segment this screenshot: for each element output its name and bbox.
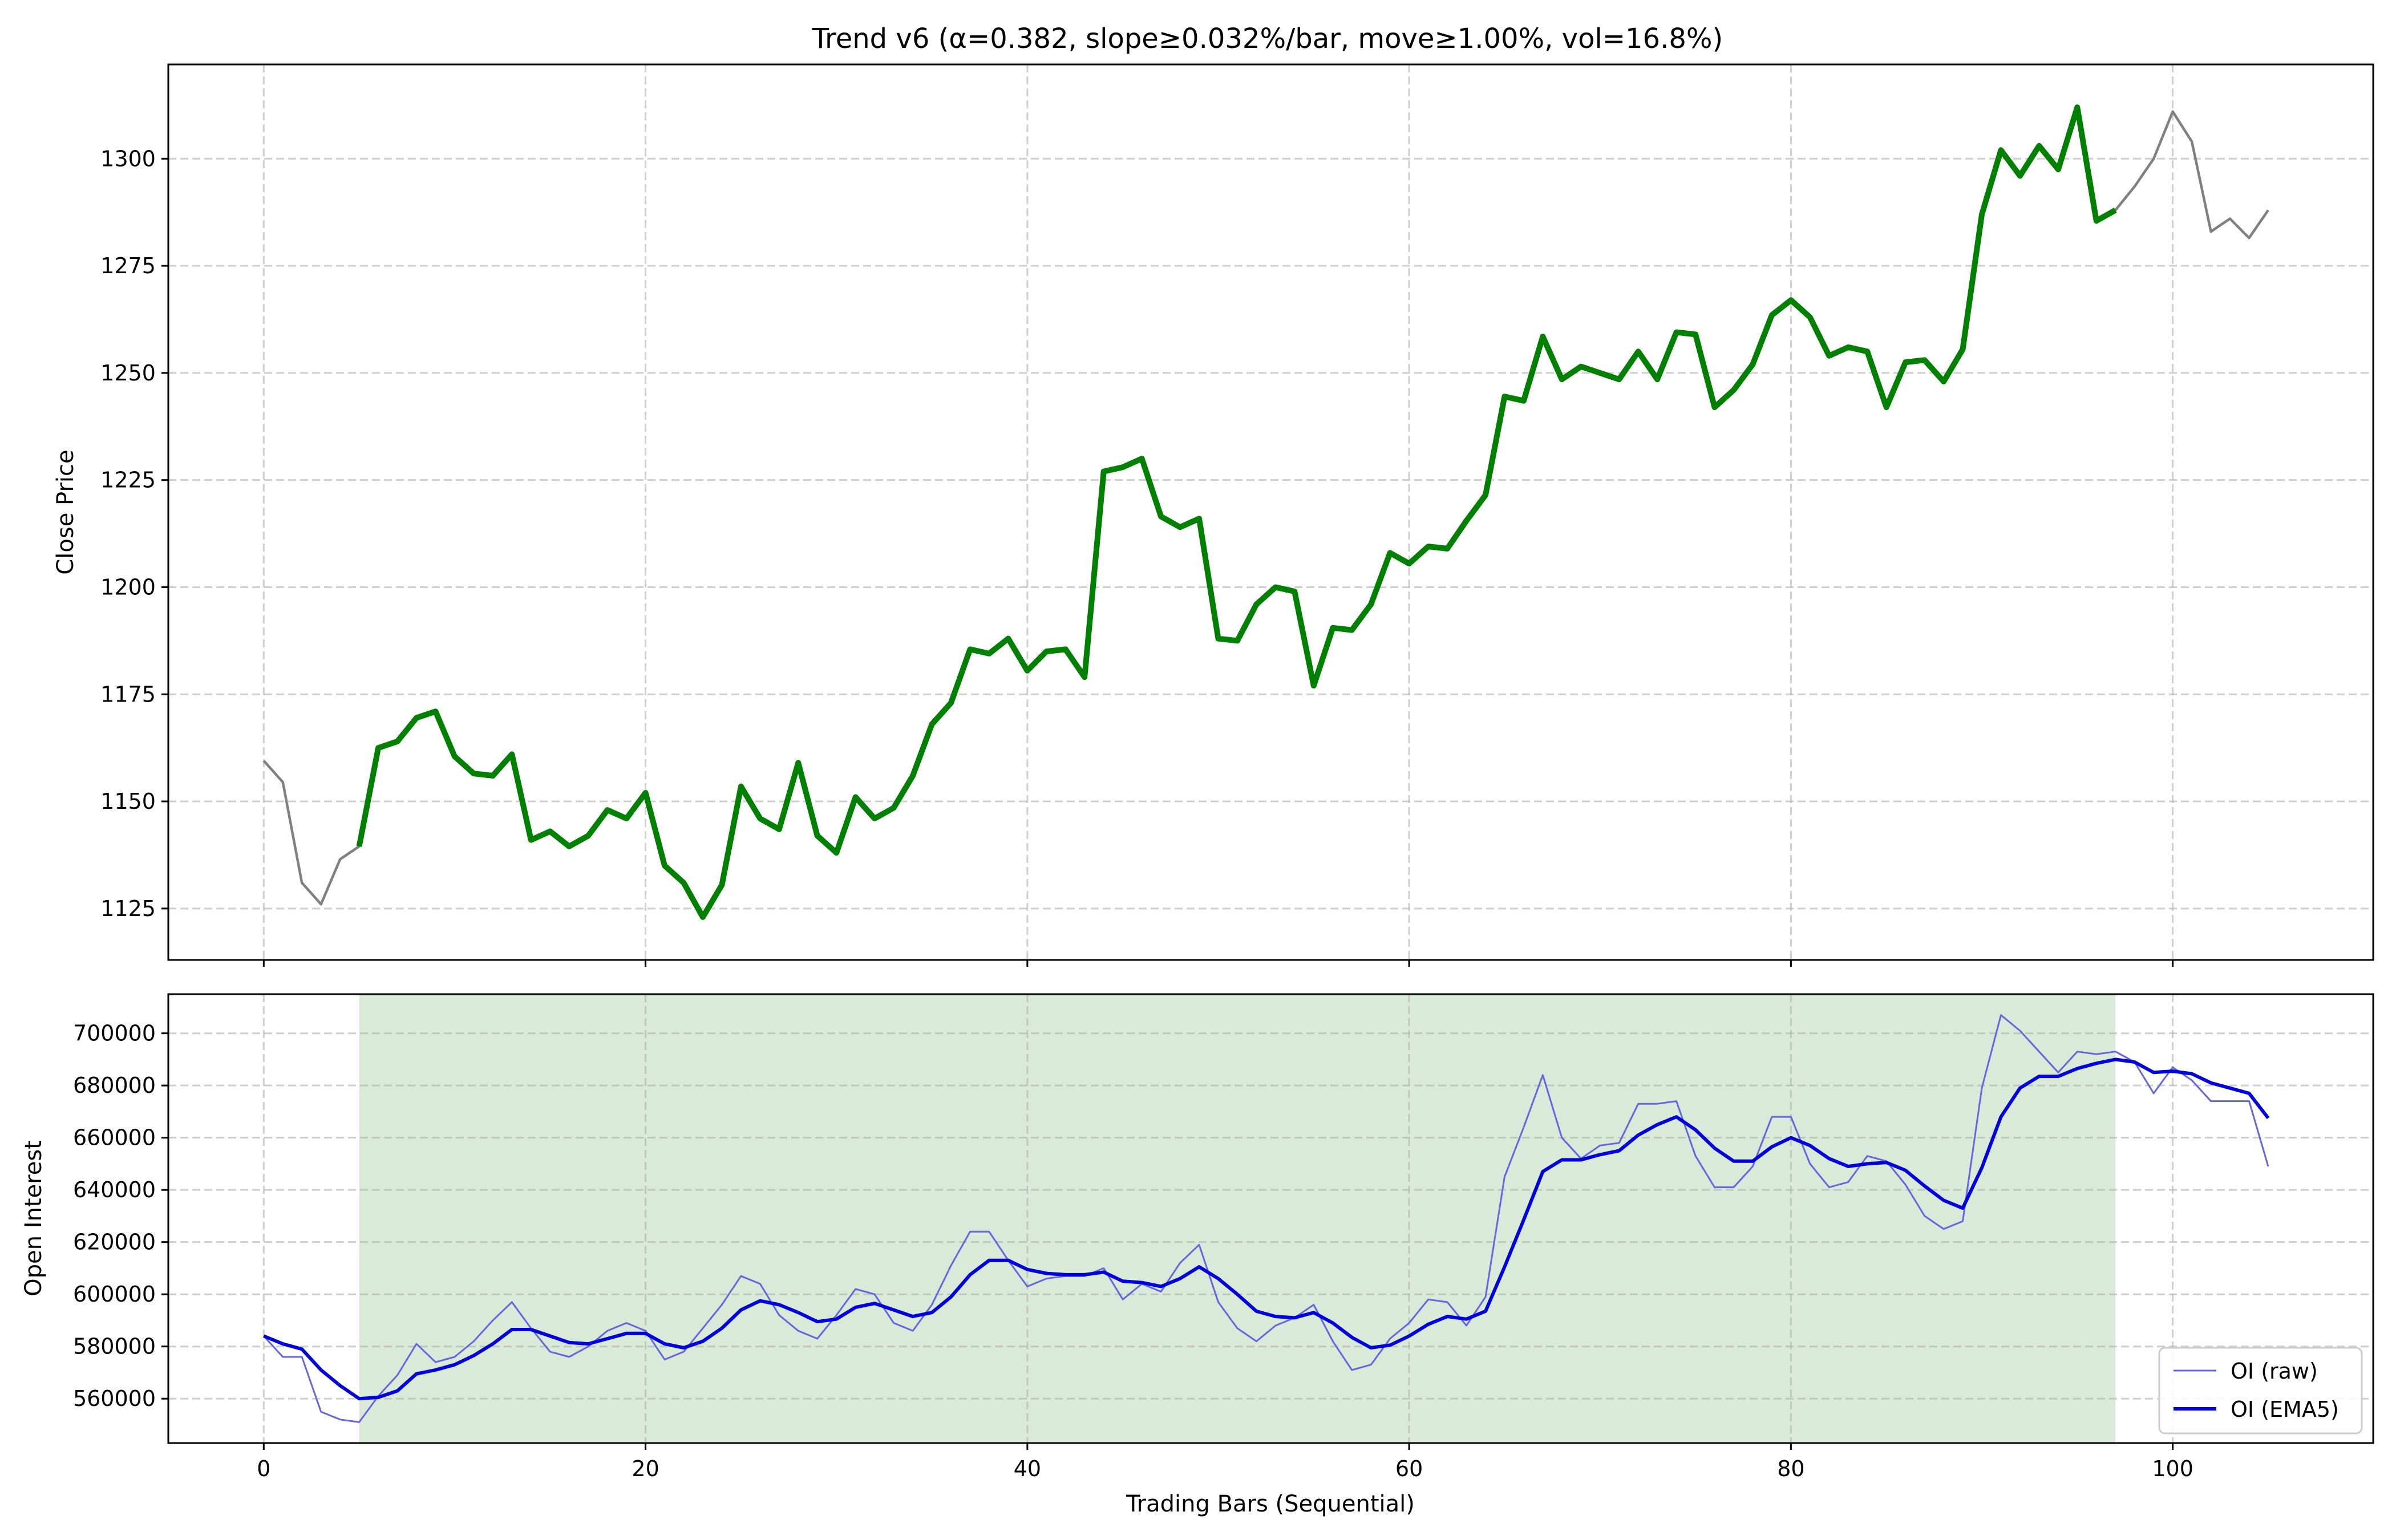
oi-ytick-label: 680000 [73,1073,156,1098]
oi-raw-line [263,1014,2269,1423]
oi-ema5-line [263,1057,2270,1401]
trend-segment-line [356,104,2117,920]
oi-ytick-label: 660000 [73,1125,156,1150]
legend-label-oi-raw: OI (raw) [2231,1359,2318,1384]
oi-ytick-label: 640000 [73,1177,156,1202]
oi-ytick-label: 600000 [73,1282,156,1307]
oi-axes-frame [167,993,2374,1444]
oi-xtick-label: 100 [2152,1456,2193,1481]
price-panel: 1125 1150 1175 1200 1225 1250 1275 1300 Close P… [52,63,2374,967]
chart-title: Trend v6 (α=0.382, slope≥0.032%/bar, mov… [812,23,1723,55]
oi-ytick-label: 620000 [73,1230,156,1255]
price-ytick-label: 1200 [100,574,156,599]
price-ytick-label: 1275 [100,253,156,278]
price-ytick-label: 1250 [100,360,156,386]
price-ytick-label: 1150 [100,789,156,814]
price-x-ticks [262,960,2174,967]
oi-xtick-label: 80 [1777,1456,1804,1481]
trend-shaded-span [359,994,2116,1443]
oi-y-axis-label: Open Interest [21,1140,47,1296]
price-plot-area [168,64,2373,960]
price-ytick-label: 1225 [100,468,156,493]
legend-box [2158,1347,2363,1434]
oi-xtick-label: 60 [1395,1456,1423,1481]
oi-xtick-label: 20 [632,1456,659,1481]
price-gridlines [168,64,2373,960]
oi-y-ticks: 560000 580000 600000 620000 640000 660000 6800… [73,1021,168,1411]
price-highlight-layer [356,104,2117,920]
oi-gridlines [168,994,2373,1443]
oi-series-layer [263,1014,2270,1423]
x-axis-label: Trading Bars (Sequential) [1126,1491,1415,1517]
oi-shaded-span-layer [359,994,2116,1443]
oi-panel: 0 20 40 60 80 100 560000 580000 600000 620000 640… [21,993,2374,1517]
price-ytick-label: 1300 [100,146,156,171]
oi-x-ticks: 0 20 40 60 80 100 [257,1443,2193,1481]
oi-ytick-label: 700000 [73,1021,156,1046]
oi-ytick-label: 560000 [73,1386,156,1411]
price-y-axis-label: Close Price [52,449,79,574]
price-axes-frame [167,63,2374,961]
legend: OI (raw) OI (EMA5) [2158,1347,2363,1434]
price-ytick-label: 1125 [100,896,156,921]
price-y-ticks: 1125 1150 1175 1200 1225 1250 1275 1300 [100,146,168,921]
oi-ytick-label: 580000 [73,1334,156,1359]
oi-xtick-label: 40 [1014,1456,1041,1481]
legend-label-oi-ema5: OI (EMA5) [2231,1397,2339,1422]
oi-xtick-label: 0 [257,1456,270,1481]
price-series-layer [262,104,2269,920]
price-ytick-label: 1175 [100,682,156,707]
